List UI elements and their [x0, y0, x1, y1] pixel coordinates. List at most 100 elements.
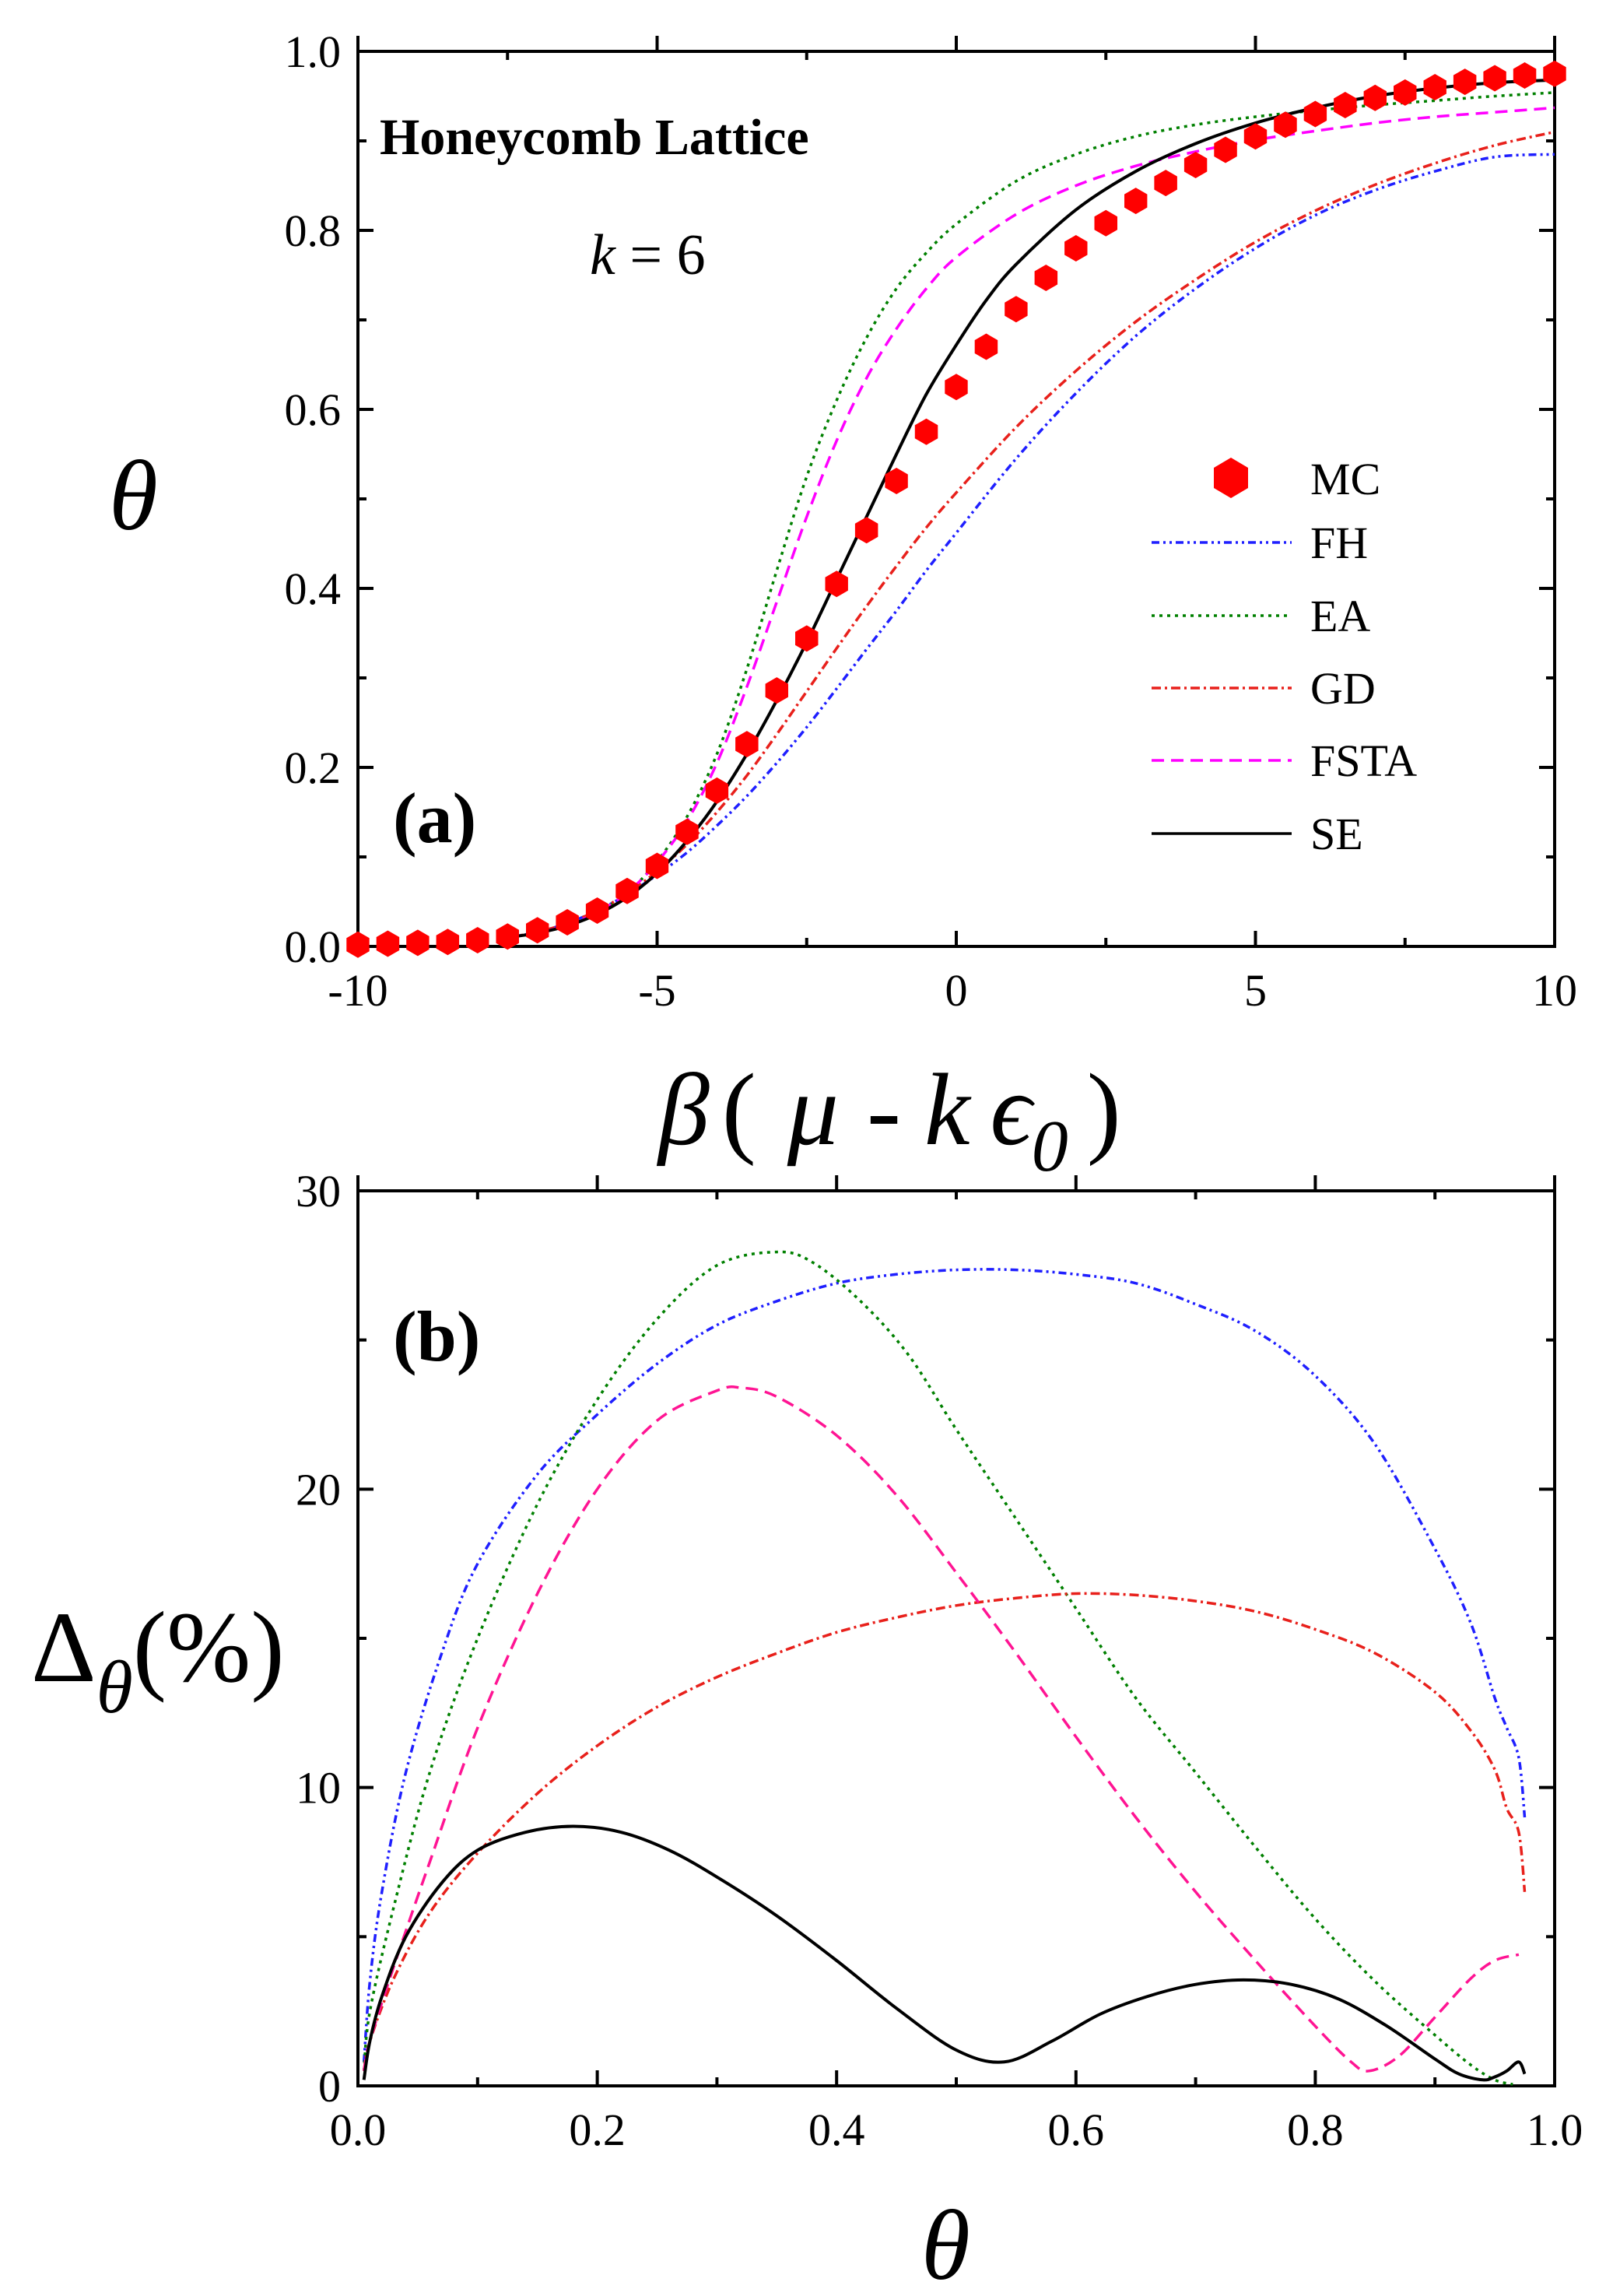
x-title-beta: β: [656, 1052, 710, 1167]
mc-point: [436, 929, 460, 956]
legend-label-se: SE: [1310, 809, 1363, 859]
mc-point: [795, 625, 819, 652]
series-line-ea-b: [362, 1250, 1513, 2086]
y-tick-label-b: 30: [296, 1166, 341, 1216]
x-tick-label-a: 5: [1244, 965, 1267, 1016]
mc-point: [735, 731, 759, 758]
x-tick-label-b: 0.0: [330, 2105, 387, 2155]
chart-title-a: Honeycomb Lattice: [380, 109, 809, 166]
mc-point: [526, 917, 549, 944]
mc-point: [1154, 170, 1177, 197]
x-tick-label-b: 1.0: [1527, 2105, 1583, 2155]
mc-point: [406, 929, 430, 957]
mc-point: [1094, 209, 1117, 237]
ticks-b: 0.0 0.2 0.4 0.6 0.8 1.0 0 10 20 30: [296, 1166, 1583, 2155]
mc-point: [1483, 65, 1506, 92]
mc-point: [1423, 74, 1446, 100]
mc-point: [496, 923, 519, 950]
mc-point: [1453, 68, 1477, 96]
series-line-fsta-b: [362, 1385, 1520, 2073]
x-title-open: (: [722, 1052, 756, 1167]
x-tick-label-b: 0.4: [808, 2105, 865, 2155]
mc-point: [1243, 123, 1268, 150]
mc-point: [1124, 188, 1148, 215]
mc-point: [914, 418, 938, 445]
x-axis-title-b: θ: [921, 2190, 970, 2296]
mc-point: [1543, 60, 1566, 87]
y-axis-title-a: θ: [109, 441, 158, 551]
y-tick-label-a: 0.8: [285, 205, 342, 256]
mc-markers-a: [346, 60, 1566, 958]
y-tick-label-b: 10: [296, 1763, 341, 1813]
mc-point: [1064, 235, 1088, 262]
series-group-a: [507, 78, 1555, 939]
mc-point: [705, 777, 729, 804]
annotation-k-eq: = 6: [615, 223, 706, 287]
y-axis-title-b: Δθ(%): [31, 1592, 285, 1729]
y-title-sub: θ: [96, 1645, 133, 1729]
x-tick-label-a: -10: [328, 965, 387, 1016]
mc-point: [466, 927, 489, 953]
mc-point: [645, 852, 669, 879]
mc-point: [1183, 152, 1208, 178]
series-line-se-b: [362, 1824, 1527, 2082]
legend-label-gd: GD: [1310, 663, 1376, 714]
annotation-k: k = 6: [590, 223, 706, 287]
x-tick-label-a: 10: [1532, 965, 1577, 1016]
mc-point: [556, 909, 579, 936]
y-tick-label-a: 1.0: [285, 26, 342, 77]
mc-point: [1334, 92, 1357, 118]
mc-point: [346, 931, 370, 958]
x-tick-label-a: -5: [638, 965, 675, 1016]
mc-point: [885, 468, 908, 494]
mc-point: [585, 897, 609, 924]
y-tick-label-a: 0.2: [285, 743, 342, 793]
y-tick-label-a: 0.0: [285, 922, 342, 972]
y-tick-label-a: 0.4: [285, 563, 342, 614]
series-group-b: [362, 1250, 1527, 2086]
mc-point: [765, 677, 788, 704]
series-line-ea-a: [507, 91, 1555, 939]
y-title-delta: Δ: [31, 1592, 96, 1704]
x-title-k: k: [924, 1052, 972, 1167]
mc-point: [1214, 136, 1237, 163]
y-title-rest: (%): [133, 1592, 285, 1704]
series-line-gd-b: [362, 1592, 1527, 2072]
panel-a: -10 -5 0 5 10 0.0 0.2 0.4 0.6 0.8 1.0 Honeycomb La…: [109, 26, 1577, 1187]
y-tick-label-b: 20: [296, 1464, 341, 1515]
mc-point: [1394, 79, 1417, 106]
mc-point: [1034, 265, 1058, 291]
ticks-a: -10 -5 0 5 10 0.0 0.2 0.4 0.6 0.8 1.0: [285, 26, 1578, 1016]
y-tick-label-b: 0: [318, 2061, 341, 2112]
series-line-se-a: [507, 78, 1555, 939]
legend-label-mc: MC: [1310, 454, 1380, 504]
x-title-close: ): [1087, 1052, 1121, 1167]
x-title-sub: 0: [1032, 1106, 1068, 1187]
panel-label-a: (a): [393, 778, 476, 858]
mc-point: [1363, 84, 1387, 111]
x-tick-label-b: 0.2: [569, 2105, 626, 2155]
legend-marker-mc: [1214, 458, 1248, 498]
x-title-mu: μ: [787, 1052, 839, 1167]
mc-point: [825, 570, 848, 598]
plot-frame-b: [356, 1189, 1556, 2087]
annotation-k-var: k: [590, 223, 616, 287]
legend-label-fh: FH: [1310, 518, 1368, 568]
mc-point: [1513, 62, 1537, 89]
y-tick-label-a: 0.6: [285, 384, 342, 435]
series-line-fh-b: [362, 1268, 1527, 2063]
legend-label-fsta: FSTA: [1310, 735, 1417, 786]
panel-label-b: (b): [393, 1297, 480, 1376]
mc-point: [675, 818, 699, 845]
mc-point: [854, 517, 878, 544]
mc-point: [974, 333, 998, 360]
x-tick-label-b: 0.8: [1287, 2105, 1344, 2155]
series-line-gd-a: [507, 130, 1555, 939]
x-title-minus: -: [867, 1052, 901, 1167]
x-tick-label-b: 0.6: [1048, 2105, 1105, 2155]
legend: MC FH EA GD FSTA SE: [1152, 454, 1417, 859]
mc-point: [1005, 296, 1028, 323]
mc-point: [1303, 100, 1327, 128]
mc-point: [615, 877, 639, 904]
